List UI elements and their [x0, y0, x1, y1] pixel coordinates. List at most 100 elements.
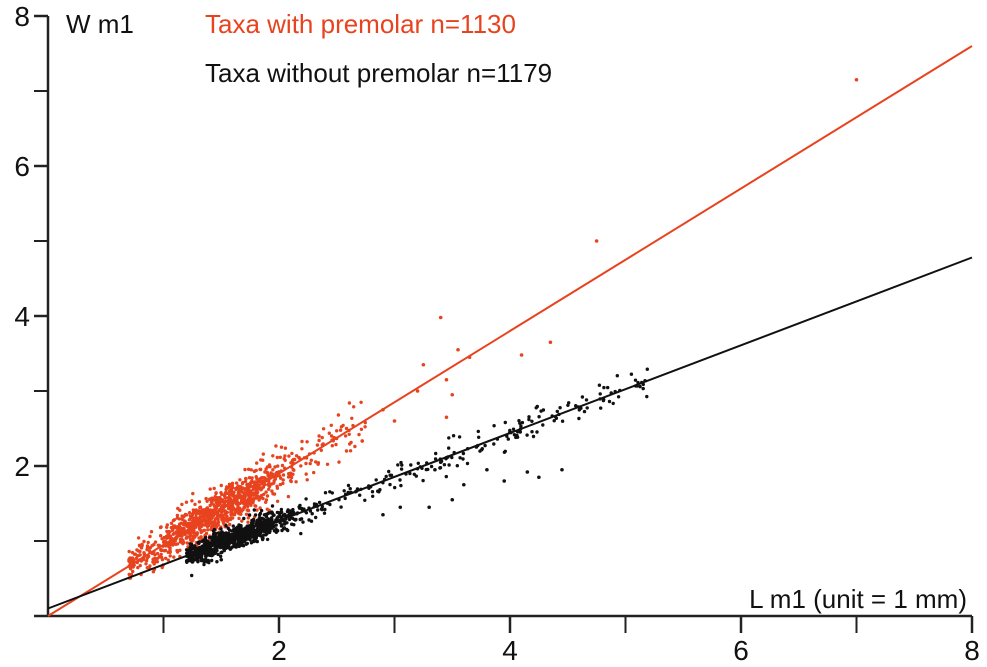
data-point [262, 520, 267, 524]
data-point [254, 504, 258, 508]
data-point [577, 416, 581, 421]
data-point [384, 474, 388, 479]
data-point [503, 420, 507, 425]
data-point [337, 460, 341, 464]
data-point [393, 485, 397, 490]
data-point [527, 417, 531, 422]
data-point [240, 481, 245, 486]
y-tick-label: 8 [14, 1, 30, 32]
data-point [235, 500, 239, 505]
data-point [291, 507, 295, 512]
data-point [339, 505, 343, 509]
data-point [194, 515, 198, 519]
data-point [363, 498, 367, 502]
data-point [258, 531, 262, 536]
data-point [264, 498, 269, 502]
x-axis-label: L m1 (unit = 1 mm) [749, 584, 967, 614]
data-point [230, 512, 234, 517]
data-point [137, 543, 142, 547]
data-point [209, 547, 213, 551]
data-point [156, 543, 160, 547]
data-point [297, 506, 302, 510]
data-point [246, 527, 250, 532]
data-point [168, 549, 172, 554]
data-point [237, 512, 241, 516]
data-point [234, 481, 239, 485]
data-point [378, 488, 382, 492]
data-point [314, 515, 318, 520]
data-point [399, 483, 403, 488]
data-point [232, 527, 236, 532]
data-point [226, 499, 230, 504]
data-point [230, 483, 234, 487]
data-point [160, 557, 165, 562]
data-point [335, 429, 339, 433]
data-point [227, 493, 232, 497]
data-point [194, 546, 198, 551]
data-point [537, 475, 541, 480]
data-point [172, 542, 176, 546]
data-point [185, 535, 189, 539]
data-point [359, 400, 363, 404]
data-point [251, 539, 255, 543]
data-point [182, 519, 187, 523]
data-point [182, 514, 186, 518]
data-point [438, 460, 443, 465]
data-point [530, 419, 534, 423]
data-point [167, 536, 172, 540]
data-point [252, 508, 256, 512]
data-point [244, 512, 249, 516]
data-point [231, 524, 235, 528]
data-point [266, 517, 270, 521]
data-point [199, 530, 203, 535]
data-point [194, 531, 199, 535]
data-point [134, 556, 138, 561]
data-point [264, 490, 268, 494]
data-point [239, 529, 243, 533]
series-0-trendline [47, 45, 973, 617]
data-point [434, 451, 438, 456]
data-point [336, 413, 341, 417]
data-point [309, 458, 313, 462]
data-point [261, 517, 265, 521]
data-point [195, 509, 199, 513]
data-point [427, 505, 431, 510]
data-point [251, 491, 255, 495]
data-point [220, 492, 224, 497]
data-point [176, 525, 180, 529]
data-point [252, 496, 257, 501]
data-point [216, 520, 221, 524]
data-point [287, 472, 291, 476]
data-point [599, 406, 603, 410]
data-point [164, 556, 168, 560]
data-point [348, 449, 353, 453]
data-point [135, 548, 139, 552]
data-point [601, 398, 606, 403]
data-point [228, 497, 233, 501]
data-point [315, 443, 320, 447]
trendlines [47, 45, 973, 617]
data-point [227, 482, 232, 486]
data-point [396, 463, 400, 467]
data-point [290, 451, 294, 456]
data-point [347, 432, 351, 436]
data-point [199, 535, 203, 539]
data-point [165, 536, 169, 540]
y-ticks: 2 4 6 8 [14, 1, 48, 542]
data-point [389, 473, 394, 477]
data-point [525, 433, 529, 437]
data-point [215, 524, 219, 528]
data-point [179, 521, 184, 525]
data-point [164, 544, 168, 548]
data-point [203, 523, 207, 527]
data-point [253, 513, 258, 517]
data-point [272, 492, 277, 496]
data-point [272, 479, 276, 483]
data-point [153, 553, 157, 557]
data-point [167, 529, 171, 534]
data-point [433, 457, 438, 461]
data-point [191, 510, 196, 515]
data-point [223, 535, 228, 539]
data-point [541, 423, 545, 427]
data-point [212, 527, 217, 532]
